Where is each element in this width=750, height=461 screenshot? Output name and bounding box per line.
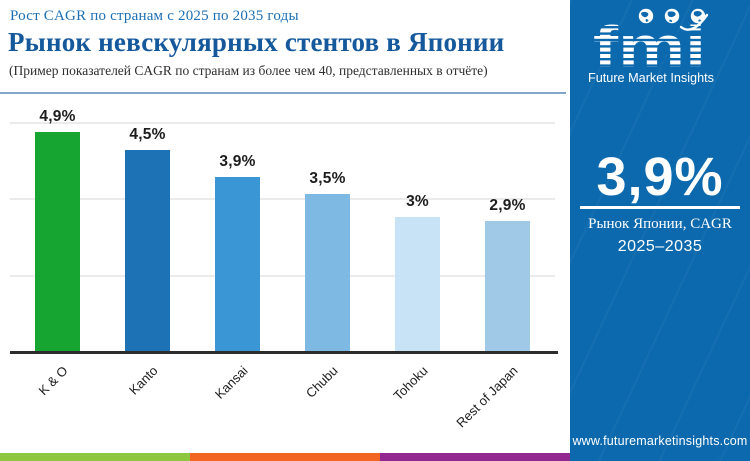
bar-chubu bbox=[305, 194, 350, 351]
logo-swoosh bbox=[679, 13, 709, 31]
strip-segment bbox=[380, 453, 570, 461]
x-axis-label: K & O bbox=[34, 363, 71, 399]
bar-value-label: 4,5% bbox=[129, 125, 166, 143]
x-axis-label: Rest of Japan bbox=[452, 363, 521, 431]
x-axis-label: Tohoku bbox=[389, 363, 431, 404]
stat-caption-line1: Рынок Японии, CAGR bbox=[588, 216, 732, 232]
x-axis-label: Chubu bbox=[302, 363, 341, 401]
stat-underline bbox=[580, 206, 740, 209]
bar-tohoku bbox=[395, 216, 440, 351]
page-title: Рынок невскулярных стентов в Японии bbox=[8, 27, 505, 57]
brand-panel: fmi bbox=[570, 0, 750, 461]
bar-value-label: 4,9% bbox=[39, 107, 76, 125]
logo-stripes bbox=[586, 26, 712, 67]
bar-k-o bbox=[35, 131, 80, 351]
globe-asia-icon bbox=[690, 8, 706, 24]
gridline bbox=[10, 198, 555, 201]
x-axis-label: Kansai bbox=[211, 363, 251, 402]
gridline bbox=[10, 274, 555, 277]
website-url: www.futuremarketinsights.com bbox=[572, 434, 748, 448]
bar-kansai bbox=[215, 176, 260, 351]
bar-chart: 4,9% K & O 4,5% Kanto 3,9% Kansai 3,5% Chubu 3% T… bbox=[10, 107, 558, 431]
bar-kanto bbox=[125, 149, 170, 351]
fmi-logo: fmi bbox=[586, 8, 714, 85]
bar-rest-of-japan bbox=[485, 221, 530, 351]
footer-color-strip bbox=[0, 453, 570, 461]
logo-tagline: Future Market Insights bbox=[588, 70, 714, 85]
globe-europe-icon bbox=[664, 8, 680, 24]
globe-americas-icon bbox=[638, 8, 654, 24]
chart-eyebrow: Рост CAGR по странам с 2025 по 2035 годы bbox=[10, 8, 299, 24]
highlight-cagr-value: 3,9% bbox=[596, 147, 724, 207]
bar-value-label: 3,9% bbox=[219, 152, 256, 170]
bar-value-label: 3% bbox=[406, 192, 429, 210]
x-axis-line bbox=[10, 351, 558, 354]
gridline bbox=[10, 122, 555, 124]
bar-value-label: 2,9% bbox=[489, 197, 526, 215]
strip-segment bbox=[190, 453, 380, 461]
strip-segment bbox=[0, 453, 190, 461]
bar-value-label: 3,5% bbox=[309, 170, 346, 188]
stat-caption-line2: 2025–2035 bbox=[617, 238, 703, 255]
chart-subtitle: (Пример показателей CAGR по странам из б… bbox=[9, 63, 488, 78]
x-axis-label: Kanto bbox=[125, 363, 161, 398]
chart-panel: Рост CAGR по странам с 2025 по 2035 годы… bbox=[0, 8, 570, 461]
header-divider bbox=[0, 92, 566, 94]
